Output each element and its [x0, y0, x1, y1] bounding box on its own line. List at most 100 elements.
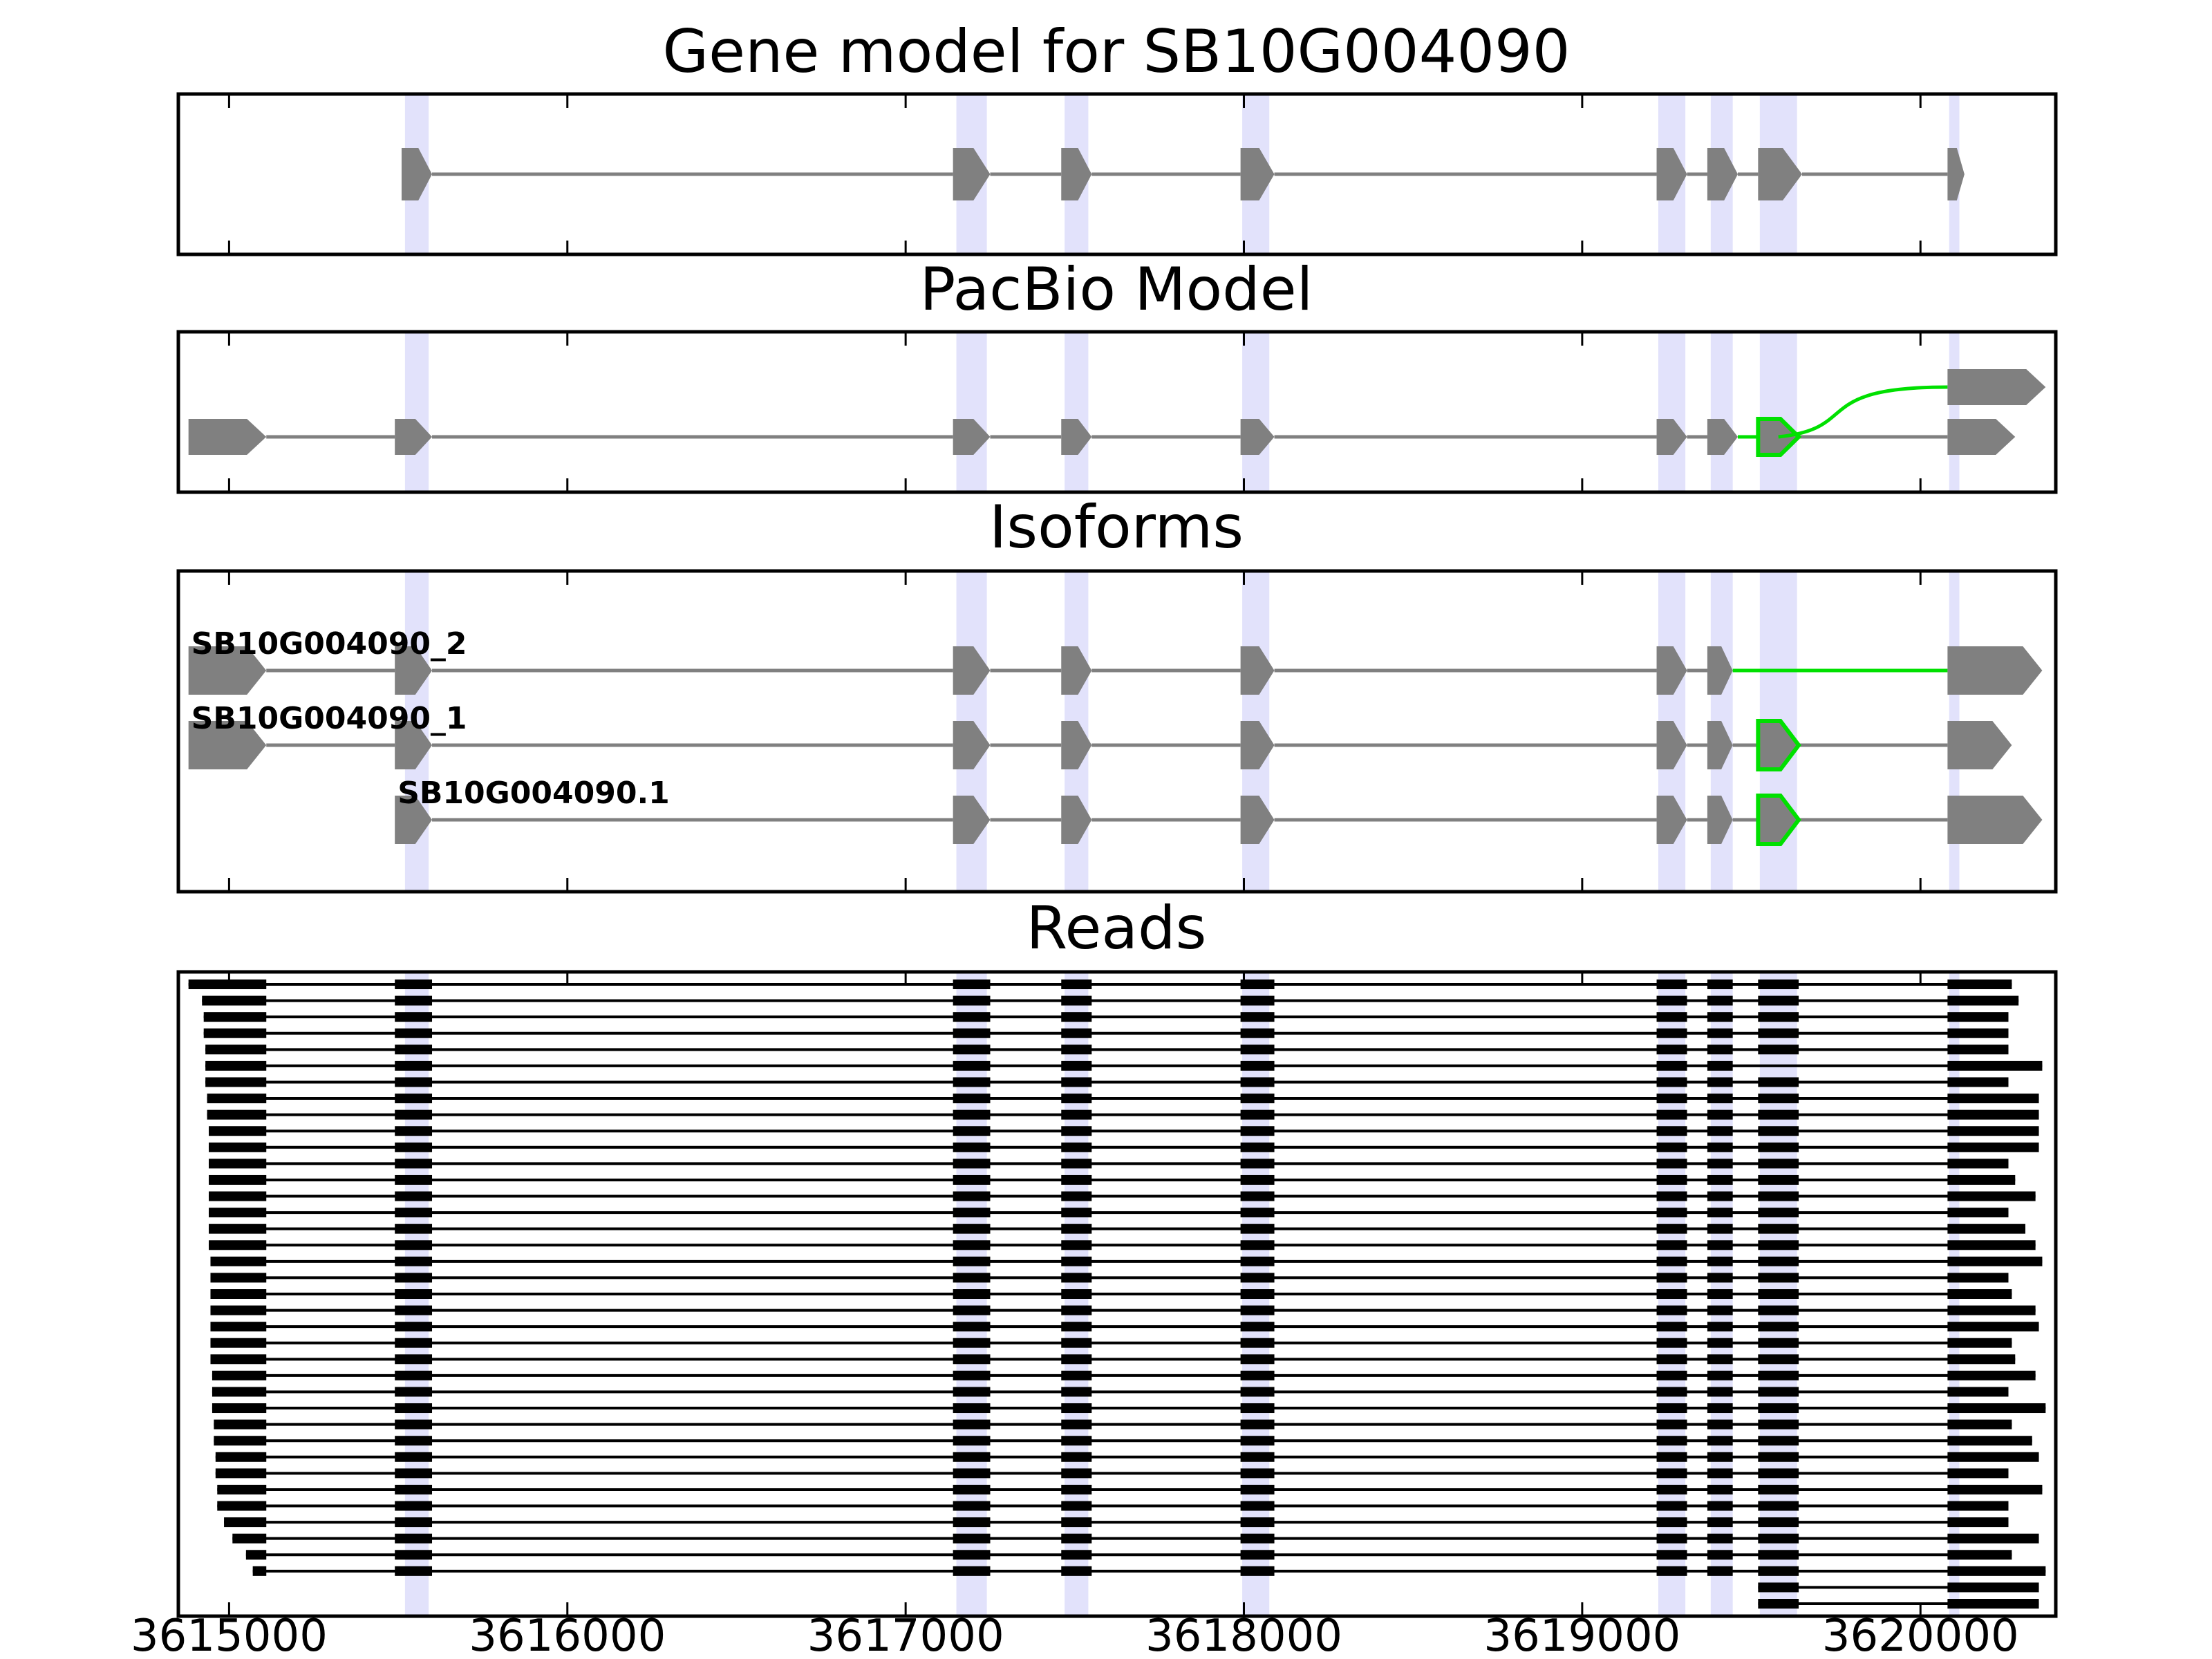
read-block: [953, 1240, 991, 1250]
read-block: [953, 1436, 991, 1446]
read-block: [209, 1159, 267, 1169]
read-block: [1758, 1305, 1799, 1315]
read-block: [1061, 1550, 1092, 1560]
read-block: [1240, 1566, 1275, 1576]
read-block: [1061, 1484, 1092, 1494]
read-block: [953, 1174, 991, 1185]
read-block: [1758, 1468, 1799, 1479]
read-block: [1656, 1191, 1687, 1201]
x-tick-label: 3618000: [1145, 1611, 1342, 1659]
read-block: [1758, 1403, 1799, 1414]
read-block: [1707, 1387, 1733, 1397]
read-block: [1947, 1191, 2036, 1201]
exon: [1707, 646, 1733, 695]
read-block: [395, 1191, 433, 1201]
read-block: [209, 1174, 267, 1185]
read-block: [1947, 1322, 2039, 1332]
read-block: [205, 1044, 267, 1055]
highlight-band: [1065, 332, 1089, 492]
read-block: [1758, 1174, 1799, 1185]
read-block: [1240, 995, 1275, 1006]
read-block: [1947, 1060, 2043, 1071]
read-block: [1707, 1224, 1733, 1234]
read-block: [1758, 1094, 1799, 1104]
read-block: [1758, 1289, 1799, 1299]
read-block: [1758, 1354, 1799, 1365]
exon: [1240, 646, 1275, 695]
read-block: [1240, 1028, 1275, 1038]
read-block: [953, 1159, 991, 1169]
read-block: [395, 1174, 433, 1185]
read-block: [1061, 1468, 1092, 1479]
read-block: [1061, 1142, 1092, 1152]
read-block: [1947, 1550, 2012, 1560]
read-block: [1947, 980, 2012, 989]
exon: [1947, 796, 2043, 844]
read-block: [1947, 1028, 2009, 1038]
read-block: [1947, 1240, 2036, 1250]
read-block: [1240, 1403, 1275, 1414]
read-block: [1656, 1094, 1687, 1104]
exon: [1707, 148, 1738, 200]
exon: [1061, 148, 1092, 200]
exon: [395, 646, 433, 695]
read-block: [1240, 1126, 1275, 1136]
read-block: [953, 1419, 991, 1430]
read-block: [1061, 1387, 1092, 1397]
read-block: [1947, 1142, 2039, 1152]
read-block: [1758, 1566, 1799, 1576]
read-block: [1758, 1224, 1799, 1234]
read-block: [1061, 1289, 1092, 1299]
read-block: [1061, 980, 1092, 989]
exon: [1947, 721, 2012, 769]
read-block: [395, 1533, 433, 1544]
read-block: [1707, 1012, 1733, 1022]
read-block: [210, 1289, 267, 1299]
read-block: [1758, 1419, 1799, 1430]
read-block: [214, 1419, 267, 1430]
read-block: [1947, 1224, 2025, 1234]
read-block: [1947, 1484, 2043, 1494]
read-block: [1707, 1550, 1733, 1560]
read-block: [1947, 1354, 2016, 1365]
read-block: [1707, 1338, 1733, 1348]
read-block: [1707, 1256, 1733, 1266]
read-block: [209, 1142, 267, 1152]
read-block: [1061, 1012, 1092, 1022]
read-block: [395, 1159, 433, 1169]
read-block: [1061, 1533, 1092, 1544]
read-block: [395, 1338, 433, 1348]
read-block: [1240, 1452, 1275, 1462]
read-block: [212, 1403, 267, 1414]
read-block: [1707, 1159, 1733, 1169]
read-block: [210, 1256, 267, 1266]
read-block: [1947, 1566, 2046, 1576]
read-block: [1240, 1322, 1275, 1332]
highlight-band: [1949, 332, 1960, 492]
read-block: [953, 1289, 991, 1299]
read-block: [209, 1191, 267, 1201]
read-block: [953, 1094, 991, 1104]
exon: [395, 721, 433, 769]
read-block: [1947, 1419, 2012, 1430]
read-block: [395, 1142, 433, 1152]
read-block: [953, 1044, 991, 1055]
read-block: [202, 995, 267, 1006]
read-block: [217, 1501, 267, 1511]
read-block: [1758, 1484, 1799, 1494]
read-block: [1656, 1044, 1687, 1055]
read-block: [1947, 1044, 2009, 1055]
read-block: [1240, 1419, 1275, 1430]
read-block: [1707, 1191, 1733, 1201]
read-block: [1240, 1109, 1275, 1120]
read-block: [205, 1077, 267, 1087]
read-block: [1656, 1501, 1687, 1511]
read-block: [1707, 1403, 1733, 1414]
exon: [188, 646, 267, 695]
read-block: [395, 1370, 433, 1380]
read-block: [1240, 1501, 1275, 1511]
read-block: [1707, 995, 1733, 1006]
read-block: [395, 1322, 433, 1332]
read-block: [1656, 1077, 1687, 1087]
